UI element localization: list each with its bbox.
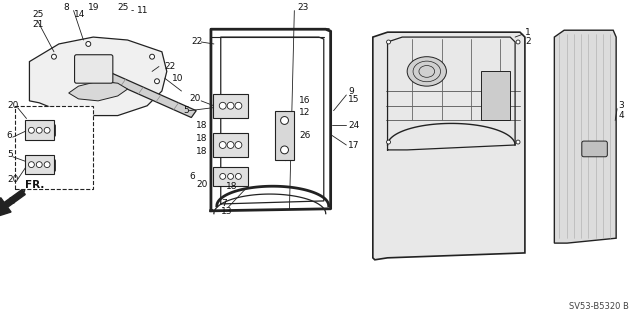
Ellipse shape bbox=[407, 57, 447, 86]
Text: 6: 6 bbox=[189, 172, 195, 181]
Text: 11: 11 bbox=[138, 6, 149, 15]
Circle shape bbox=[387, 40, 390, 44]
Text: 5: 5 bbox=[7, 150, 13, 159]
Text: 1: 1 bbox=[525, 28, 531, 37]
Text: 25: 25 bbox=[118, 3, 129, 12]
Circle shape bbox=[36, 162, 42, 167]
Bar bbox=[481, 71, 510, 121]
Circle shape bbox=[280, 146, 289, 154]
Polygon shape bbox=[373, 32, 525, 260]
Text: 8: 8 bbox=[64, 3, 70, 12]
Circle shape bbox=[280, 116, 289, 124]
Text: 20: 20 bbox=[7, 101, 19, 110]
Text: 26: 26 bbox=[300, 131, 310, 140]
Polygon shape bbox=[68, 81, 127, 101]
Text: FR.: FR. bbox=[24, 180, 44, 190]
Circle shape bbox=[150, 54, 154, 59]
Circle shape bbox=[28, 127, 35, 133]
Text: 24: 24 bbox=[348, 121, 360, 130]
Circle shape bbox=[86, 41, 91, 46]
FancyBboxPatch shape bbox=[75, 55, 113, 83]
Text: 12: 12 bbox=[300, 108, 310, 117]
Text: 5: 5 bbox=[184, 106, 189, 115]
Text: 22: 22 bbox=[191, 38, 203, 47]
Text: 17: 17 bbox=[348, 140, 360, 150]
Text: 15: 15 bbox=[348, 95, 360, 104]
Text: 6: 6 bbox=[7, 131, 13, 140]
FancyArrow shape bbox=[0, 190, 25, 220]
Circle shape bbox=[154, 79, 159, 84]
Circle shape bbox=[387, 140, 390, 144]
Text: -: - bbox=[131, 6, 134, 15]
Text: -: - bbox=[218, 182, 221, 191]
Circle shape bbox=[236, 174, 241, 179]
Text: 21: 21 bbox=[33, 20, 44, 29]
Bar bbox=[24, 121, 54, 140]
Circle shape bbox=[516, 140, 520, 144]
Circle shape bbox=[227, 102, 234, 109]
Circle shape bbox=[220, 142, 226, 148]
Circle shape bbox=[228, 174, 234, 179]
Circle shape bbox=[220, 174, 226, 179]
Polygon shape bbox=[103, 71, 196, 117]
Bar bbox=[213, 133, 248, 157]
Bar bbox=[213, 167, 248, 186]
Text: 20: 20 bbox=[7, 175, 19, 184]
Text: SV53-B5320 B: SV53-B5320 B bbox=[569, 302, 629, 311]
Circle shape bbox=[227, 142, 234, 148]
Text: 10: 10 bbox=[172, 74, 183, 83]
Text: 16: 16 bbox=[300, 96, 311, 105]
Text: 4: 4 bbox=[618, 111, 624, 120]
Circle shape bbox=[44, 162, 50, 167]
FancyBboxPatch shape bbox=[582, 141, 607, 157]
Circle shape bbox=[51, 54, 56, 59]
Text: 18: 18 bbox=[226, 182, 237, 191]
Circle shape bbox=[44, 127, 50, 133]
Text: 18: 18 bbox=[196, 147, 208, 156]
Text: 18: 18 bbox=[196, 134, 208, 143]
Circle shape bbox=[516, 40, 520, 44]
Polygon shape bbox=[554, 30, 616, 243]
Text: 7: 7 bbox=[221, 199, 227, 208]
Circle shape bbox=[235, 102, 242, 109]
Text: 2: 2 bbox=[525, 38, 531, 47]
Text: 23: 23 bbox=[298, 3, 308, 12]
Text: 19: 19 bbox=[88, 3, 100, 12]
Text: 3: 3 bbox=[618, 101, 624, 110]
Text: 18: 18 bbox=[196, 121, 208, 130]
Circle shape bbox=[28, 162, 35, 167]
Text: 13: 13 bbox=[221, 207, 232, 216]
Bar bbox=[213, 94, 248, 117]
Circle shape bbox=[36, 127, 42, 133]
Text: 25: 25 bbox=[33, 10, 44, 19]
Text: 9: 9 bbox=[348, 86, 354, 95]
Bar bbox=[24, 155, 54, 174]
Text: 14: 14 bbox=[74, 10, 85, 19]
Bar bbox=[15, 106, 93, 189]
Circle shape bbox=[220, 102, 226, 109]
Bar bbox=[275, 111, 294, 160]
Text: 20: 20 bbox=[189, 94, 201, 103]
Text: 22: 22 bbox=[165, 62, 176, 71]
Text: 20: 20 bbox=[196, 180, 207, 189]
Circle shape bbox=[235, 142, 242, 148]
Polygon shape bbox=[29, 37, 167, 115]
